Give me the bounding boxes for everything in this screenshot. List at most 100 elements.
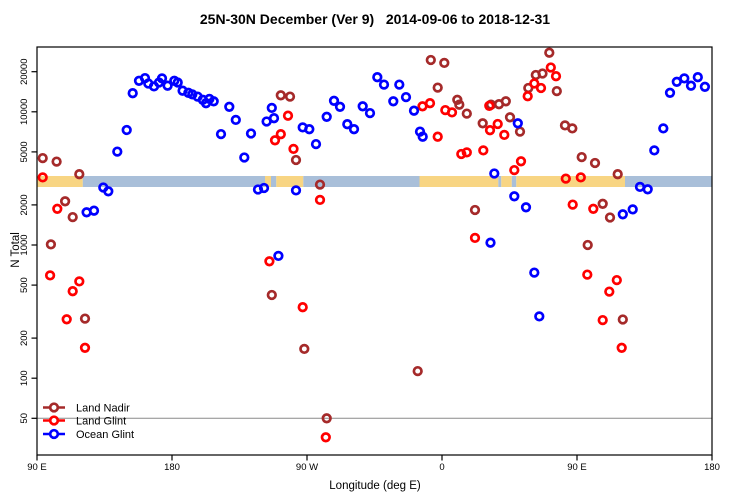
data-point-land-glint [492, 118, 503, 130]
data-point-land-nadir [425, 54, 436, 66]
data-point-ocean-glint [342, 119, 353, 130]
data-point-land-glint [522, 91, 533, 102]
data-point-ocean-glint [388, 96, 399, 107]
data-point-land-glint [314, 194, 326, 206]
data-point-land-nadir [567, 123, 578, 134]
data-point-land-nadir [537, 68, 548, 79]
data-point-land-nadir [51, 156, 62, 167]
data-point-land-glint [432, 131, 443, 142]
data-point-ocean-glint [529, 267, 540, 278]
data-point-land-nadir [551, 85, 562, 97]
data-point-land-glint [44, 270, 56, 281]
map-strip-ocean [82, 176, 266, 187]
map-strip-land [276, 176, 304, 187]
data-point-land-glint [535, 82, 547, 94]
data-point-land-glint [79, 342, 91, 353]
data-point-land-nadir [617, 314, 628, 325]
data-point-ocean-glint [103, 186, 114, 197]
map-strip-ocean [498, 176, 502, 187]
legend-label-land-glint: Land Glint [76, 415, 126, 427]
data-point-land-glint [37, 172, 48, 183]
data-point-land-nadir [452, 94, 463, 105]
data-point-ocean-glint [224, 101, 235, 112]
data-point-land-nadir [469, 204, 481, 216]
chart-title: 25N-30N December (Ver 9) 2014-09-06 to 2… [199, 11, 551, 27]
data-point-ocean-glint [679, 73, 690, 84]
data-point-ocean-glint [617, 209, 628, 220]
data-point-land-nadir [604, 212, 616, 223]
data-point-land-nadir [439, 57, 450, 69]
data-point-land-nadir [589, 157, 601, 169]
data-point-ocean-glint [321, 111, 332, 122]
data-point-ocean-glint [230, 114, 241, 126]
data-point-ocean-glint [512, 118, 523, 129]
data-point-land-nadir [514, 126, 526, 137]
data-point-ocean-glint [509, 191, 520, 202]
data-point-ocean-glint [664, 87, 676, 98]
data-point-land-glint [282, 110, 294, 121]
data-point-ocean-glint [215, 128, 227, 140]
data-point-land-nadir [504, 112, 516, 123]
data-point-ocean-glint [245, 128, 257, 139]
data-point-land-nadir [544, 47, 555, 58]
map-strip-land [265, 176, 271, 187]
data-point-land-nadir [275, 90, 286, 101]
data-point-land-glint [616, 342, 627, 353]
data-point-land-glint [575, 172, 586, 183]
data-point-land-glint [611, 274, 622, 286]
data-point-land-glint [320, 432, 331, 443]
y-tick-label: 500 [19, 277, 30, 293]
data-point-land-glint [461, 147, 472, 158]
data-point-land-glint [588, 203, 599, 214]
map-strip-ocean [271, 176, 277, 187]
data-point-ocean-glint [642, 184, 653, 195]
data-point-ocean-glint [692, 72, 703, 83]
data-point-ocean-glint [268, 113, 280, 124]
map-strip-ocean [511, 176, 517, 187]
data-point-land-nadir [79, 313, 91, 324]
y-tick-label: 50 [19, 413, 30, 424]
data-point-land-nadir [74, 169, 85, 180]
data-point-land-nadir [314, 179, 326, 190]
x-tick-label: 90 E [27, 462, 47, 473]
data-point-land-glint [288, 143, 299, 155]
data-point-ocean-glint [162, 80, 173, 91]
y-tick-label: 2000 [19, 194, 30, 215]
data-point-ocean-glint [273, 250, 284, 262]
x-tick-label: 0 [439, 462, 444, 473]
data-point-ocean-glint [127, 88, 138, 99]
data-point-land-glint [61, 314, 72, 325]
data-point-ocean-glint [334, 101, 346, 112]
data-point-land-nadir [59, 196, 71, 207]
data-point-land-glint [264, 256, 275, 267]
data-point-ocean-glint [372, 72, 383, 83]
data-point-ocean-glint [290, 185, 302, 196]
data-point-ocean-glint [239, 152, 250, 163]
data-point-ocean-glint [172, 77, 183, 88]
x-tick-label: 180 [704, 462, 720, 473]
data-point-land-glint [67, 286, 78, 297]
y-tick-label: 100 [19, 370, 30, 386]
data-point-land-glint [604, 286, 615, 297]
map-strip-land [501, 176, 512, 187]
data-point-land-glint [499, 129, 510, 141]
data-point-ocean-glint [310, 138, 322, 150]
data-point-land-nadir [477, 118, 488, 129]
legend-marker-land-glint [48, 415, 60, 426]
data-point-ocean-glint [348, 124, 360, 135]
data-point-ocean-glint [112, 146, 123, 157]
legend-label-ocean-glint: Ocean Glint [76, 429, 134, 441]
data-point-land-nadir [299, 343, 310, 355]
data-point-land-glint [582, 269, 593, 280]
data-point-ocean-glint [685, 80, 697, 91]
data-point-ocean-glint [520, 202, 532, 213]
data-point-ocean-glint [699, 81, 711, 92]
data-point-ocean-glint [304, 124, 315, 135]
data-point-ocean-glint [121, 124, 132, 136]
data-point-land-nadir [500, 96, 511, 107]
data-point-land-nadir [266, 289, 277, 301]
data-point-land-nadir [454, 99, 465, 110]
data-point-ocean-glint [485, 237, 496, 248]
